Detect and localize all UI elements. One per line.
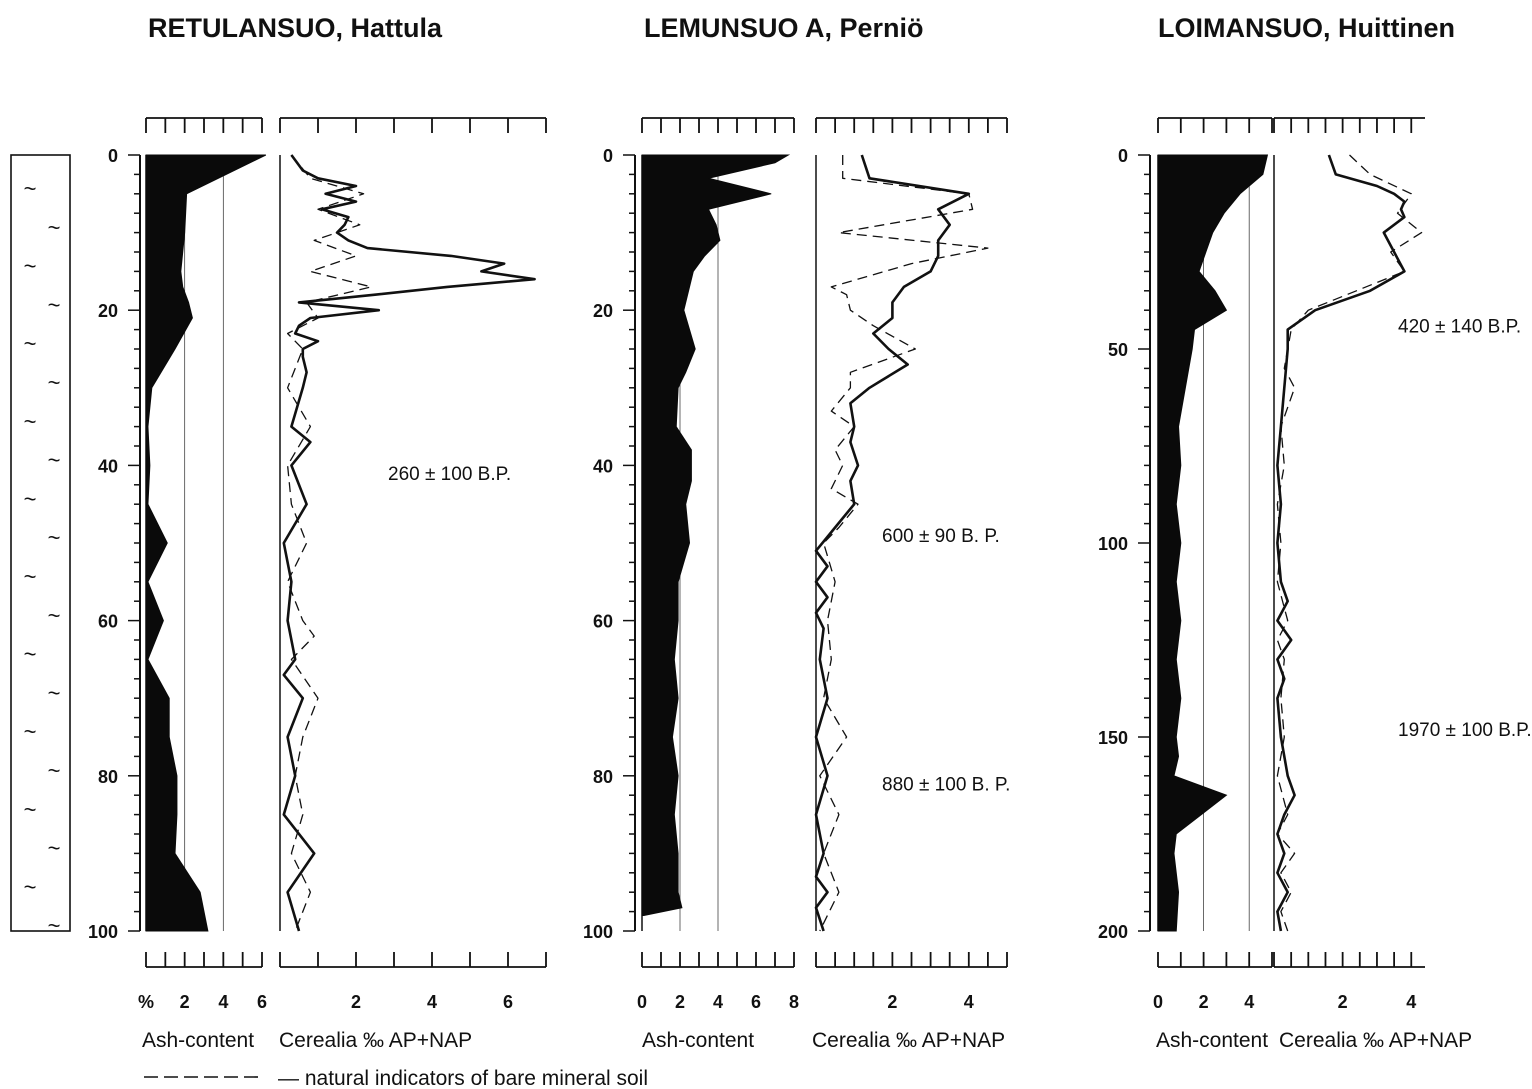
cerealia-axis-caption: Cerealia ‰ AP+NAP (279, 1029, 472, 1052)
depth-tick-label: 60 (98, 612, 118, 632)
panel-title: RETULANSUO, Hattula (148, 13, 443, 43)
legend: — natural indicators of bare mineral soi… (144, 1067, 648, 1089)
radiocarbon-date-label: 420 ± 140 B.P. (1398, 317, 1521, 338)
stratigraphic-column: ~ ~ ~ ~ ~ ~ ~ ~ ~ ~ ~ ~ ~ ~ ~ ~ ~ ~ ~ ~ (10, 154, 71, 938)
depth-tick-label: 100 (1098, 534, 1128, 554)
depth-tick-label: 200 (1098, 922, 1128, 942)
ash-tick-label: 4 (713, 992, 723, 1012)
cerealia-axis-caption: Cerealia ‰ AP+NAP (812, 1029, 1005, 1052)
cerealia-tick-label: 4 (964, 992, 974, 1012)
depth-tick-label: 0 (603, 146, 613, 166)
depth-tick-label: 80 (593, 767, 613, 787)
cerealia-solid-series (814, 154, 971, 932)
cerealia-tick-label: 2 (351, 992, 361, 1012)
peat-symbol: ~ (24, 254, 37, 279)
ash-tick-label: 2 (180, 992, 190, 1012)
peat-symbol: ~ (48, 758, 61, 783)
ash-tick-label: 4 (218, 992, 228, 1012)
ash-tick-label: 6 (257, 992, 267, 1012)
ash-tick-label: 0 (637, 992, 647, 1012)
cerealia-tick-label: 2 (1338, 992, 1348, 1012)
peat-symbol: ~ (24, 797, 37, 822)
peat-symbol: ~ (48, 215, 61, 240)
peat-symbol: ~ (24, 564, 37, 589)
depth-tick-label: 0 (1118, 146, 1128, 166)
depth-tick-label: 20 (593, 301, 613, 321)
cerealia-axis-caption: Cerealia ‰ AP+NAP (1279, 1029, 1472, 1052)
ash-tick-label: 2 (1199, 992, 1209, 1012)
depth-tick-label: 100 (88, 922, 118, 942)
peat-symbol: ~ (24, 176, 37, 201)
ash-tick-label: % (138, 992, 154, 1012)
depth-tick-label: 100 (583, 922, 613, 942)
peat-symbol: ~ (24, 719, 37, 744)
depth-tick-label: 20 (98, 301, 118, 321)
radiocarbon-date-label: 600 ± 90 B. P. (882, 526, 1000, 547)
legend-dashed-label: — natural indicators of bare mineral soi… (278, 1067, 648, 1089)
cerealia-dashed-series (286, 154, 372, 932)
peat-symbol: ~ (48, 370, 61, 395)
peat-symbol: ~ (24, 874, 37, 899)
depth-tick-label: 50 (1108, 340, 1128, 360)
cerealia-dashed-series (1276, 154, 1423, 932)
ash-content-area (641, 154, 791, 916)
cerealia-tick-label: 4 (427, 992, 437, 1012)
depth-tick-label: 80 (98, 767, 118, 787)
depth-tick-label: 150 (1098, 728, 1128, 748)
panel-3: LOIMANSUO, Huittinen 0 50 100 150 200 0 2 4 Ash-c… (1098, 13, 1532, 1052)
peat-symbol: ~ (48, 525, 61, 550)
radiocarbon-date-label: 880 ± 100 B. P. (882, 775, 1010, 796)
radiocarbon-date-label: 260 ± 100 B.P. (388, 464, 511, 485)
peat-symbol: ~ (48, 603, 61, 628)
depth-tick-label: 40 (98, 456, 118, 476)
peat-symbol: ~ (48, 680, 61, 705)
cerealia-solid-series (282, 154, 536, 932)
ash-axis-caption: Ash-content (642, 1029, 754, 1052)
peat-symbol: ~ (24, 331, 37, 356)
depth-tick-label: 0 (108, 146, 118, 166)
cerealia-tick-label: 6 (503, 992, 513, 1012)
ash-tick-label: 4 (1244, 992, 1254, 1012)
ash-axis-caption: Ash-content (1156, 1029, 1268, 1052)
cerealia-tick-label: 2 (887, 992, 897, 1012)
ash-axis-caption: Ash-content (142, 1029, 254, 1052)
ash-tick-label: 0 (1153, 992, 1163, 1012)
peat-symbol: ~ (48, 292, 61, 317)
strat-column-box (10, 154, 71, 932)
cerealia-dashed-series (819, 155, 989, 932)
ash-content-area (1157, 154, 1269, 932)
peat-symbol: ~ (48, 836, 61, 861)
ash-tick-label: 6 (751, 992, 761, 1012)
ash-tick-label: 8 (789, 992, 799, 1012)
cerealia-solid-series (1276, 154, 1406, 932)
depth-tick-label: 40 (593, 456, 613, 476)
ash-tick-label: 2 (675, 992, 685, 1012)
depth-tick-label: 60 (593, 612, 613, 632)
peat-symbol: ~ (24, 486, 37, 511)
panel-title: LOIMANSUO, Huittinen (1158, 13, 1455, 43)
cerealia-tick-label: 4 (1406, 992, 1416, 1012)
peat-symbol: ~ (48, 448, 61, 473)
radiocarbon-date-label: 1970 ± 100 B.P. (1398, 720, 1532, 741)
panel-title: LEMUNSUO A, Perniö (644, 13, 924, 43)
ash-content-area (145, 154, 267, 932)
peat-symbol: ~ (24, 409, 37, 434)
peat-symbol: ~ (24, 642, 37, 667)
peat-symbol: ~ (48, 913, 61, 938)
panel-2: LEMUNSUO A, Perniö 0 20 40 60 80 100 0 2 4 6 8 Ash-c… (583, 13, 1010, 1052)
